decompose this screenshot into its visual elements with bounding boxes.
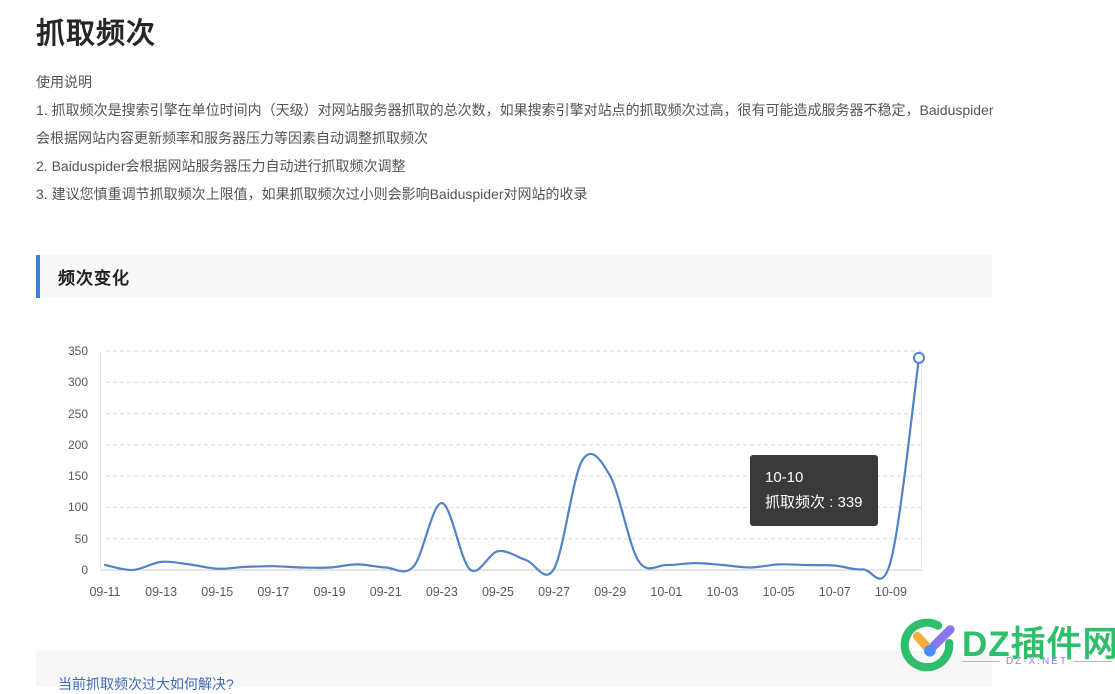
watermark-divider-left — [962, 661, 1000, 662]
watermark: DZ插件网 DZ-X.NET — [896, 610, 1115, 672]
y-axis-tick-label: 50 — [74, 531, 88, 546]
x-axis-tick-label: 09-29 — [594, 585, 627, 599]
section-header: 频次变化 — [36, 255, 992, 298]
usage-instructions: 使用说明 1. 抓取频次是搜索引擎在单位时间内（天级）对网站服务器抓取的总次数，… — [36, 68, 994, 208]
y-axis-tick-label: 200 — [67, 437, 88, 452]
x-axis-tick-label: 10-05 — [762, 585, 795, 599]
x-axis-tick-label: 09-19 — [313, 585, 346, 599]
crawl-frequency-help-link[interactable]: 当前抓取频次过大如何解决? — [58, 676, 234, 692]
x-axis-tick-label: 09-23 — [425, 585, 458, 599]
y-axis-tick-label: 100 — [67, 500, 88, 515]
usage-line: 会根据网站内容更新频率和服务器压力等因素自动调整抓取频次 — [36, 130, 428, 146]
page-title: 抓取频次 — [36, 18, 157, 50]
x-axis-tick-label: 09-13 — [145, 585, 178, 599]
y-axis-tick-label: 300 — [67, 375, 88, 390]
x-axis-tick-label: 09-25 — [481, 585, 514, 599]
data-point-marker — [913, 351, 925, 364]
x-axis-tick-label: 09-15 — [201, 585, 234, 599]
x-axis-tick-label: 10-09 — [874, 585, 907, 599]
footer-band — [36, 651, 992, 686]
x-axis-tick-label: 09-27 — [538, 585, 571, 599]
y-axis-tick-label: 150 — [67, 469, 88, 484]
usage-line: 3. 建议您慎重调节抓取频次上限值，如果抓取频次过小则会影响Baiduspide… — [36, 186, 588, 202]
y-axis-tick-label: 350 — [67, 344, 88, 358]
usage-line: 1. 抓取频次是搜索引擎在单位时间内（天级）对网站服务器抓取的总次数，如果搜索引… — [36, 102, 994, 118]
watermark-subtitle-row: DZ-X.NET — [962, 656, 1113, 667]
watermark-subtitle: DZ-X.NET — [1005, 656, 1069, 667]
y-axis-tick-label: 250 — [67, 406, 88, 421]
y-axis-tick-label: 0 — [81, 563, 88, 577]
x-axis-tick-label: 09-21 — [369, 585, 402, 599]
x-axis-tick-label: 10-01 — [650, 585, 683, 599]
crawl-frequency-line — [103, 356, 921, 580]
usage-line: 2. Baiduspider会根据网站服务器压力自动进行抓取频次调整 — [36, 158, 406, 174]
tooltip-value: 抓取频次 : 339 — [765, 494, 863, 511]
usage-heading: 使用说明 — [36, 74, 92, 90]
x-axis-tick-label: 10-03 — [706, 585, 739, 599]
watermark-divider-right — [1074, 661, 1113, 662]
x-axis-tick-label: 09-17 — [257, 585, 290, 599]
x-axis-tick-label: 09-11 — [89, 585, 121, 599]
dz-plugin-logo-icon — [900, 618, 955, 672]
x-axis-tick-label: 10-07 — [818, 585, 851, 599]
section-title: 频次变化 — [58, 269, 130, 288]
watermark-title: DZ插件网 — [962, 625, 1115, 664]
tooltip-date: 10-10 — [765, 469, 804, 486]
chart-tooltip: 10-10 抓取频次 : 339 — [750, 455, 878, 526]
frequency-chart-plot[interactable] — [100, 344, 925, 594]
